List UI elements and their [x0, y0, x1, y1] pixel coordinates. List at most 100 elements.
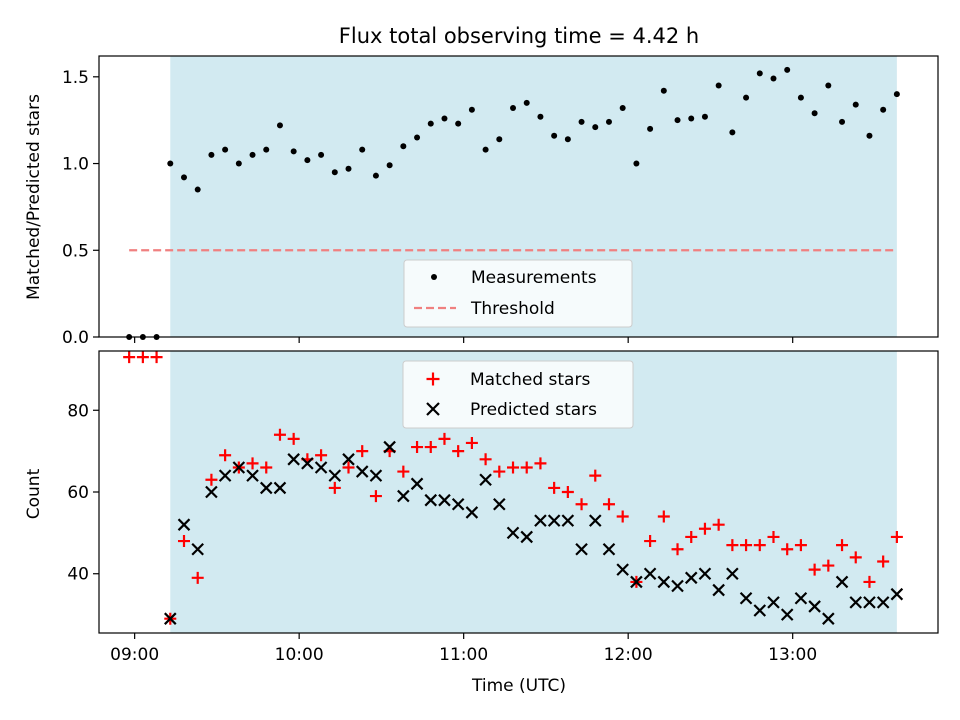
- chart-title: Flux total observing time = 4.42 h: [339, 24, 699, 48]
- legend-label-matched-stars: Matched stars: [470, 370, 590, 390]
- matched-stars-point: [411, 441, 424, 454]
- matched-stars-point: [890, 530, 903, 543]
- matched-stars-point: [369, 490, 382, 503]
- measurement-point: [674, 117, 681, 124]
- measurement-point: [345, 165, 352, 172]
- measurement-point: [605, 118, 612, 125]
- measurement-point: [372, 172, 379, 179]
- predicted-stars-point: [287, 453, 300, 466]
- legend-label-measurements: Measurements: [471, 268, 597, 288]
- measurement-point: [715, 82, 722, 89]
- matched-stars-point: [287, 432, 300, 445]
- matched-stars-point: [712, 518, 725, 531]
- top-panel-x-ticks: [134, 337, 794, 343]
- y-tick-label: 1.5: [62, 68, 89, 88]
- measurement-point: [797, 94, 804, 101]
- matched-stars-point: [616, 510, 629, 523]
- predicted-stars-point: [630, 575, 643, 589]
- matched-stars-point: [356, 445, 369, 458]
- predicted-stars-point: [849, 596, 863, 609]
- predicted-stars-point: [822, 612, 835, 625]
- y-tick-label: 0.5: [62, 241, 89, 261]
- predicted-stars-point: [383, 440, 396, 454]
- matched-stars-point: [273, 428, 286, 441]
- predicted-stars-point: [424, 493, 438, 507]
- matched-stars-point: [698, 522, 711, 535]
- matched-stars-point: [671, 543, 684, 556]
- predicted-stars-point: [465, 506, 479, 519]
- predicted-stars-point: [684, 571, 698, 585]
- measurement-point: [893, 91, 900, 98]
- predicted-stars-point: [616, 563, 629, 576]
- x-tick-label: 09:00: [110, 645, 159, 665]
- predicted-stars-point: [369, 469, 383, 482]
- matched-stars-point: [205, 473, 218, 486]
- predicted-stars-point: [712, 583, 725, 597]
- measurement-point: [770, 75, 777, 82]
- matched-stars-point: [836, 539, 849, 552]
- predicted-stars-point: [753, 604, 767, 617]
- y-tick-label: 80: [67, 401, 89, 421]
- top-panel-y-axis: 0.0 0.5 1.0 1.5: [62, 68, 99, 348]
- x-axis-label: Time (UTC): [471, 676, 566, 696]
- matched-stars-point: [507, 461, 520, 474]
- bottom-panel-x-axis: 09:00 10:00 11:00 12:00 13:00: [110, 633, 817, 665]
- measurement-point: [619, 105, 626, 112]
- matched-stars-point: [219, 449, 232, 462]
- predicted-stars-point: [767, 596, 780, 609]
- bottom-legend-box: [402, 360, 634, 429]
- measurement-point: [496, 136, 503, 143]
- predicted-stars-point: [808, 600, 821, 613]
- predicted-stars-point: [602, 542, 616, 556]
- predicted-stars-point: [232, 461, 246, 474]
- legend-marker-measurements: [431, 274, 437, 280]
- top-panel: 0.0 0.5 1.0 1.5 Matched/Predicted stars Mea…: [24, 55, 939, 348]
- matched-stars-point: [685, 530, 698, 543]
- measurement-point: [290, 148, 297, 155]
- x-tick-label: 10:00: [275, 645, 324, 665]
- predicted-stars-point: [314, 461, 328, 474]
- measurement-point: [688, 115, 695, 122]
- matched-stars-point: [520, 461, 533, 474]
- predicted-stars-point: [493, 497, 506, 511]
- measurement-point: [756, 70, 763, 77]
- x-tick-label: 13:00: [768, 645, 817, 665]
- matched-stars-point: [191, 571, 204, 584]
- measurement-point: [729, 129, 736, 136]
- predicted-stars-point: [520, 530, 534, 544]
- top-legend-box: [403, 259, 633, 328]
- predicted-stars-point: [273, 481, 287, 495]
- matched-stars-point: [150, 351, 163, 364]
- measurement-point: [510, 105, 517, 112]
- matched-stars-point: [726, 539, 739, 552]
- matched-stars-point: [438, 432, 451, 445]
- measurement-point: [222, 146, 229, 153]
- bottom-panel-y-label: Count: [24, 468, 44, 519]
- measurement-point: [400, 143, 407, 150]
- measurement-point: [852, 101, 859, 108]
- measurement-point: [414, 134, 421, 141]
- matched-stars-point: [342, 461, 355, 474]
- predicted-stars-point: [410, 477, 424, 491]
- measurement-point: [208, 151, 215, 158]
- x-tick-label: 11:00: [439, 645, 488, 665]
- predicted-stars-point: [575, 542, 588, 556]
- legend-label-threshold: Threshold: [470, 299, 555, 319]
- measurement-point: [784, 66, 791, 73]
- matched-stars-point: [548, 481, 561, 494]
- top-legend: Measurements Threshold: [403, 259, 633, 328]
- matched-stars-point: [808, 563, 821, 576]
- matched-stars-point: [575, 498, 588, 511]
- top-panel-y-label: Matched/Predicted stars: [24, 94, 44, 300]
- predicted-stars-point: [863, 596, 876, 609]
- matched-stars-point: [644, 535, 657, 548]
- matched-stars-point: [424, 441, 437, 454]
- predicted-stars-point: [191, 542, 204, 556]
- measurement-point: [359, 146, 366, 153]
- measurement-point: [263, 146, 270, 153]
- matched-stars-point: [315, 449, 328, 462]
- predicted-stars-point: [547, 514, 561, 527]
- matched-stars-point: [465, 436, 478, 449]
- matched-stars-point: [136, 351, 149, 364]
